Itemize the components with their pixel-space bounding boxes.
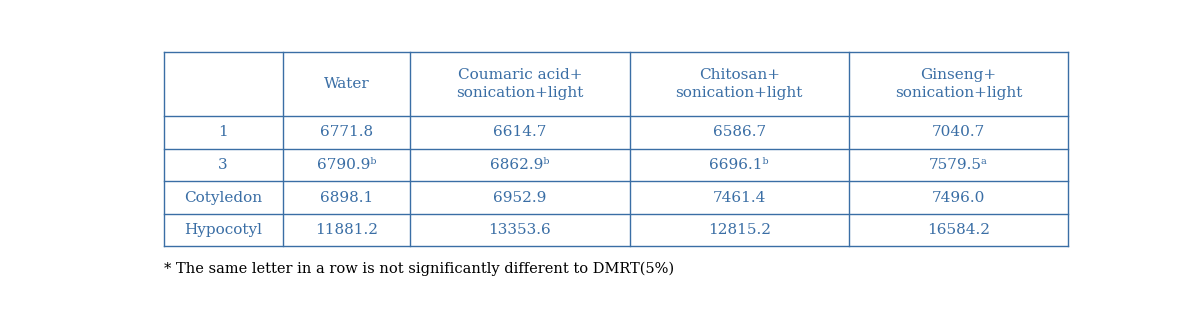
Text: 12815.2: 12815.2 (707, 223, 771, 237)
Text: 3: 3 (218, 158, 228, 172)
Text: 6696.1ᵇ: 6696.1ᵇ (710, 158, 769, 172)
Text: 6952.9: 6952.9 (493, 191, 547, 205)
Text: 6771.8: 6771.8 (320, 125, 373, 139)
Text: Hypocotyl: Hypocotyl (185, 223, 263, 237)
Text: Chitosan+
sonication+light: Chitosan+ sonication+light (675, 68, 803, 100)
Text: 1: 1 (218, 125, 228, 139)
Text: 13353.6: 13353.6 (489, 223, 552, 237)
Text: * The same letter in a row is not significantly different to DMRT(5%): * The same letter in a row is not signif… (164, 262, 674, 277)
Text: 7040.7: 7040.7 (932, 125, 986, 139)
Text: Ginseng+
sonication+light: Ginseng+ sonication+light (894, 68, 1022, 100)
Text: 7579.5ᵃ: 7579.5ᵃ (929, 158, 988, 172)
Text: 16584.2: 16584.2 (927, 223, 990, 237)
Text: Coumaric acid+
sonication+light: Coumaric acid+ sonication+light (457, 68, 584, 100)
Text: 7496.0: 7496.0 (932, 191, 986, 205)
Text: Water: Water (324, 77, 369, 91)
Text: 6586.7: 6586.7 (712, 125, 766, 139)
Text: 11881.2: 11881.2 (315, 223, 378, 237)
Text: 6862.9ᵇ: 6862.9ᵇ (490, 158, 549, 172)
Text: 6790.9ᵇ: 6790.9ᵇ (317, 158, 376, 172)
Text: Cotyledon: Cotyledon (185, 191, 263, 205)
Text: 7461.4: 7461.4 (712, 191, 766, 205)
Text: 6898.1: 6898.1 (320, 191, 373, 205)
Text: 6614.7: 6614.7 (493, 125, 547, 139)
